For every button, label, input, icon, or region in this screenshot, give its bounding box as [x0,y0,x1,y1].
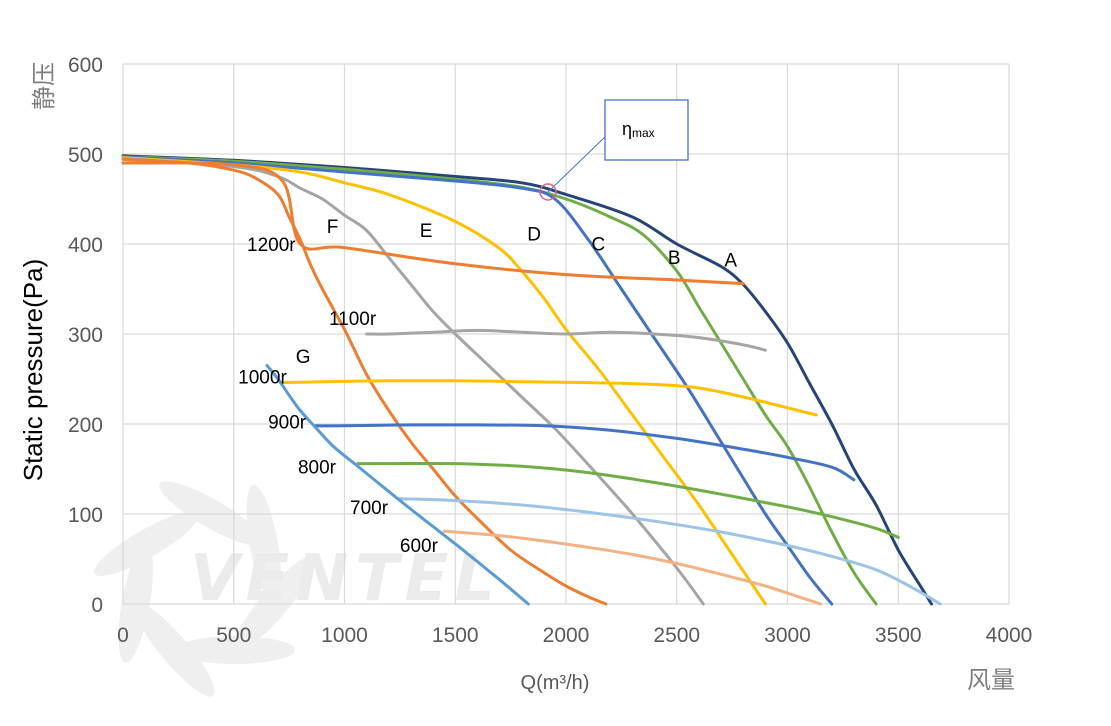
x-tick-label: 4000 [986,624,1033,647]
y-tick-label: 500 [68,144,103,167]
y-tick-label: 600 [68,54,103,77]
efficiency-callout: ηmax [539,99,689,201]
series-line-D [121,156,767,606]
y-tick-label: 300 [68,324,103,347]
series-line-600r [442,529,823,606]
series-line-1000r [278,379,818,417]
y-tick-labels: 0 100 200 300 400 500 600 [68,54,103,617]
callout-leader-line [547,134,608,193]
curve-label-F: F [327,217,339,238]
curve-label-G: G [296,347,311,368]
series-line-F [121,157,608,606]
curve-label-D: D [527,224,541,245]
y-tick-label: 200 [68,414,103,437]
eta-symbol: η [622,119,632,139]
series-line-1100r [365,328,767,352]
x-tick-label: 0 [117,624,129,647]
x-tick-label: 2000 [543,624,590,647]
curve-label-1000r: 1000r [238,368,287,389]
chart-series [121,154,942,606]
eta-subscript: max [632,126,655,140]
series-line-1200r [121,161,745,286]
y-axis-label: Static pressure(Pa) [18,259,48,482]
y-tick-label: 400 [68,234,103,257]
watermark-text: VENTEL [190,542,501,616]
curve-label-C: C [591,234,605,255]
series-line-C [121,155,834,606]
y-tick-label: 0 [91,594,103,617]
x-axis-label: Q(m³/h) [521,672,590,694]
ventel-watermark: VENTEL [94,481,501,697]
x-tick-label: 1500 [432,624,479,647]
max-efficiency-marker [539,183,557,201]
curve-label-900r: 900r [268,413,307,434]
x-tick-label: 1000 [321,624,368,647]
x-tick-label: 500 [216,624,251,647]
y-axis-label-cn: 静压 [30,62,58,110]
curve-label-E: E [420,221,433,242]
series-line-A [121,154,933,606]
curve-label-600r: 600r [400,536,439,557]
x-tick-labels: 0 500 1000 1500 2000 2500 3000 3500 4000 [117,624,1032,647]
x-tick-label: 3000 [764,624,811,647]
curve-label-700r: 700r [350,498,389,519]
curve-label-1100r: 1100r [329,309,377,330]
series-line-900r [314,423,856,482]
series-line-B [121,155,878,606]
series-line-800r [356,461,900,539]
curve-label-800r: 800r [298,458,337,479]
x-axis-label-cn: 风量 [967,666,1015,694]
curve-label-B: B [668,248,681,269]
eta-max-label: ηmax [622,119,655,140]
series-line-700r [398,497,942,606]
x-tick-label: 3500 [875,624,922,647]
callout-box [604,99,689,161]
y-tick-label: 100 [68,504,103,527]
series-labels: A B C D E F G 1200r 1100r 1000r 900r 800r 700r 600r [238,217,737,557]
x-tick-label: 2500 [653,624,700,647]
series-line-G [265,364,530,606]
curve-label-1200r: 1200r [247,235,296,256]
curve-label-A: A [724,251,737,272]
